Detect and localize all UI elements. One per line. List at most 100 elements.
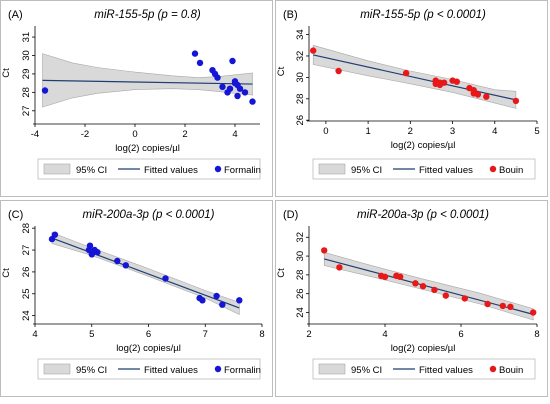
y-tick-label: 28 <box>21 223 32 234</box>
y-tick-label: 32 <box>295 51 306 62</box>
data-point <box>381 273 389 280</box>
legend-label-fit: Fitted values <box>144 365 198 376</box>
y-tick-label: 29 <box>21 69 32 80</box>
y-tick-label: 34 <box>295 29 306 40</box>
y-tick-label: 30 <box>295 72 306 83</box>
data-point <box>236 85 244 92</box>
data-point <box>229 57 236 65</box>
x-tick-label: 4 <box>382 329 387 340</box>
data-point <box>453 78 460 85</box>
data-point <box>199 297 206 304</box>
x-tick-label: 0 <box>132 129 137 140</box>
chart-title: miR-155-5p (p = 0.8) <box>94 9 201 21</box>
fitted-line <box>313 54 517 101</box>
data-point <box>499 302 506 310</box>
x-axis-label: log(2) copies/µl <box>391 343 456 354</box>
data-point <box>461 295 468 302</box>
data-point <box>530 309 537 316</box>
x-tick-label: 5 <box>89 329 94 340</box>
legend-label-ci: 95% CI <box>76 365 107 376</box>
y-axis-label: Ct <box>276 66 287 76</box>
y-tick-label: 24 <box>295 307 306 318</box>
legend-swatch-ci <box>43 163 71 175</box>
legend-label-point: Bouin <box>499 165 523 176</box>
panel-frame <box>275 0 548 197</box>
panel-frame <box>0 0 273 197</box>
fitted-line <box>324 258 534 315</box>
x-tick-label: 7 <box>203 329 208 340</box>
x-tick-label: 8 <box>259 329 264 340</box>
y-tick-label: 26 <box>21 267 32 278</box>
legend-swatch-ci <box>43 363 71 375</box>
y-tick-label: 26 <box>295 115 306 126</box>
legend-box <box>312 158 536 180</box>
x-axis-label: log(2) copies/µl <box>116 343 181 354</box>
chart-panel-b: (B) miR-155-5p (p < 0.0001)0 1 2 3 4 526283032… <box>275 0 548 197</box>
y-tick-label: 31 <box>21 32 32 43</box>
x-tick-label: -2 <box>81 129 89 140</box>
x-tick-label: 2 <box>306 329 311 340</box>
data-point <box>412 280 419 287</box>
x-tick-label: 4 <box>232 129 237 140</box>
legend-swatch-point <box>214 165 222 173</box>
data-point <box>236 297 243 304</box>
legend-swatch-ci <box>318 363 346 375</box>
y-tick-label: 26 <box>295 288 306 299</box>
data-point <box>214 74 221 81</box>
x-axis-label: log(2) copies/µl <box>115 143 180 154</box>
legend-label-fit: Fitted values <box>419 365 473 376</box>
x-tick-label: 6 <box>458 329 463 340</box>
data-point <box>219 83 226 91</box>
chart-title: miR-200a-3p (p < 0.0001) <box>357 209 489 221</box>
legend-label-fit: Fitted values <box>144 165 198 176</box>
panel-label: (C) <box>8 209 23 221</box>
x-tick-label: 0 <box>323 126 328 137</box>
legend-box <box>312 358 536 380</box>
panel-label: (B) <box>283 9 298 21</box>
y-axis-label: Ct <box>1 68 12 78</box>
legend-label-point: Formalin <box>224 365 261 376</box>
fitted-line <box>42 79 253 85</box>
data-point <box>114 257 121 265</box>
data-point <box>484 300 491 308</box>
y-tick-label: 30 <box>295 251 306 262</box>
y-tick-label: 24 <box>21 310 32 321</box>
panel-frame <box>0 200 273 397</box>
data-point <box>234 92 241 100</box>
data-point <box>512 97 520 105</box>
legend-box <box>37 158 261 180</box>
fitted-line <box>51 237 240 309</box>
chart-panel-c: (C) miR-200a-3p (p < 0.0001) 4 5 6 7 8 24 25 26 27… <box>0 200 273 397</box>
data-point <box>226 85 234 92</box>
panel-label: (D) <box>283 209 298 221</box>
legend-label-point: Bouin <box>499 365 523 376</box>
legend-label-ci: 95% CI <box>351 165 382 176</box>
data-point <box>162 275 169 282</box>
data-point <box>442 292 449 299</box>
data-point <box>310 47 317 54</box>
data-point <box>122 262 129 269</box>
x-tick-label: 4 <box>492 126 497 137</box>
panel-label: (A) <box>8 9 23 21</box>
data-point <box>431 286 438 294</box>
y-tick-label: 30 <box>21 50 32 61</box>
x-tick-label: 3 <box>450 126 455 137</box>
y-tick-label: 28 <box>295 270 306 281</box>
y-tick-label: 32 <box>295 232 306 243</box>
y-tick-label: 25 <box>21 288 32 299</box>
data-point <box>219 301 226 308</box>
x-axis-label: log(2) copies/µl <box>391 140 456 151</box>
data-point <box>196 59 204 67</box>
x-tick-label: 4 <box>32 329 37 340</box>
y-tick-label: 27 <box>21 105 32 116</box>
legend-label-fit: Fitted values <box>419 165 473 176</box>
legend-swatch-point <box>214 365 222 373</box>
legend-label-point: Formalin <box>224 165 261 176</box>
data-point <box>249 98 256 105</box>
y-tick-label: 28 <box>21 87 32 98</box>
data-point <box>241 89 249 96</box>
data-point <box>397 273 404 280</box>
y-tick-label: 28 <box>295 94 306 105</box>
legend-swatch-point <box>489 165 497 173</box>
